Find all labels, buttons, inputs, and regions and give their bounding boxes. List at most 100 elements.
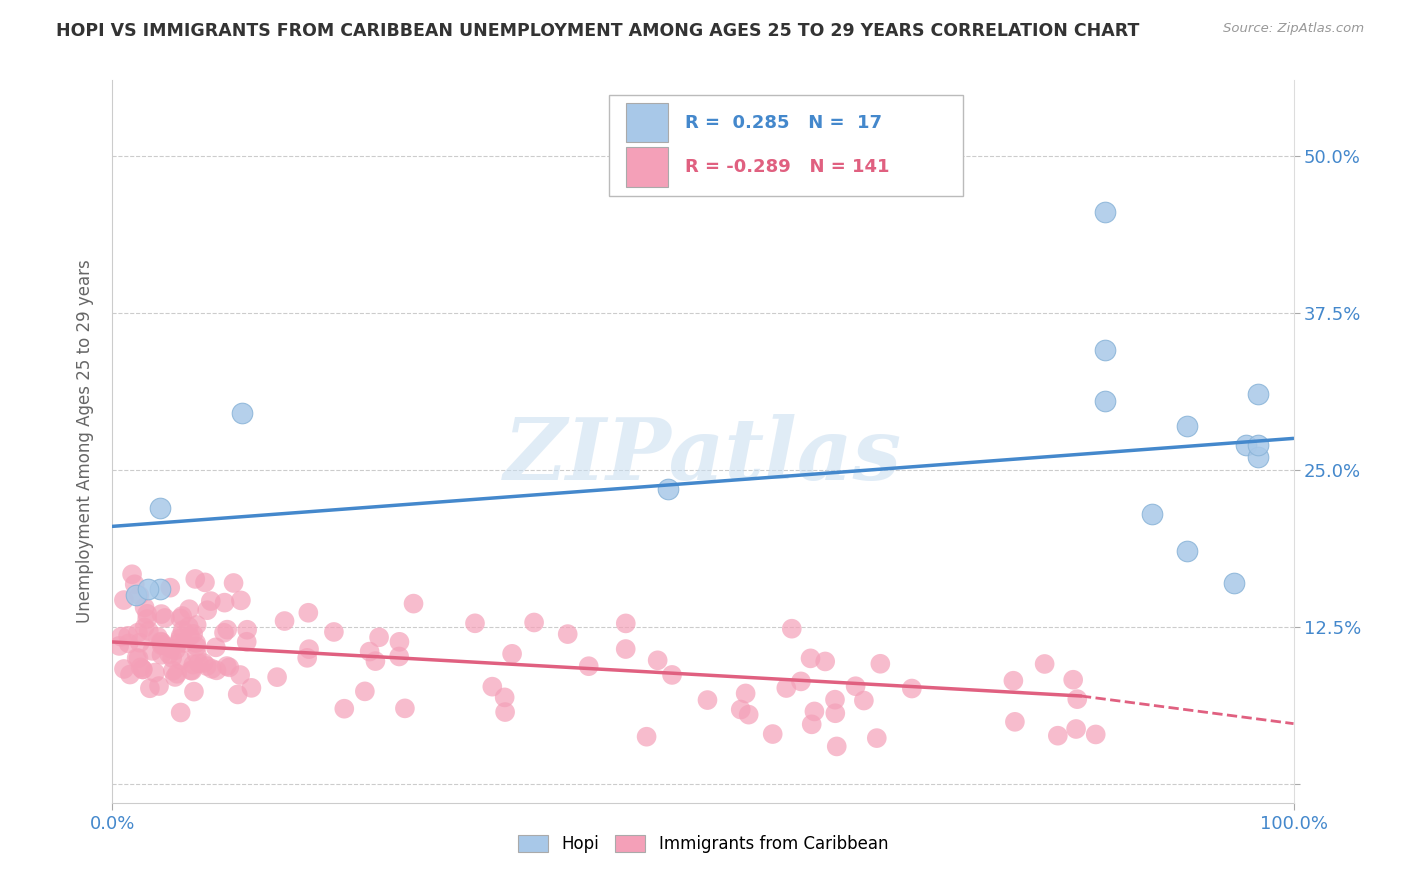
Point bbox=[737, 707, 759, 722]
Point bbox=[1033, 657, 1056, 671]
Point bbox=[152, 638, 174, 652]
Point bbox=[614, 616, 637, 631]
Point bbox=[295, 650, 318, 665]
Point bbox=[186, 648, 208, 662]
Point bbox=[169, 611, 191, 625]
Point bbox=[218, 660, 240, 674]
Point bbox=[124, 577, 146, 591]
Point bbox=[494, 690, 516, 705]
Point bbox=[762, 727, 785, 741]
Point bbox=[136, 582, 159, 597]
Point bbox=[1002, 673, 1025, 688]
Point bbox=[845, 679, 868, 693]
Point bbox=[121, 567, 143, 582]
Point bbox=[159, 641, 181, 656]
Point bbox=[150, 607, 173, 621]
Point bbox=[696, 693, 718, 707]
Point bbox=[195, 659, 218, 673]
Point bbox=[183, 657, 205, 672]
Point bbox=[214, 596, 236, 610]
Point bbox=[1247, 387, 1270, 401]
Point bbox=[159, 581, 181, 595]
Point bbox=[162, 664, 184, 678]
Point bbox=[149, 500, 172, 515]
Y-axis label: Unemployment Among Ages 25 to 29 years: Unemployment Among Ages 25 to 29 years bbox=[76, 260, 94, 624]
Point bbox=[173, 636, 195, 650]
Point bbox=[394, 701, 416, 715]
Point bbox=[869, 657, 891, 671]
Point bbox=[1046, 729, 1069, 743]
Point bbox=[614, 642, 637, 657]
Point bbox=[388, 649, 411, 664]
Point bbox=[193, 656, 215, 670]
Point bbox=[184, 572, 207, 586]
Point bbox=[186, 640, 208, 654]
Point bbox=[780, 622, 803, 636]
Point bbox=[187, 657, 209, 671]
FancyBboxPatch shape bbox=[609, 95, 963, 196]
Point bbox=[139, 681, 162, 696]
Point bbox=[235, 635, 257, 649]
Point bbox=[170, 706, 193, 720]
Point bbox=[523, 615, 546, 630]
Point bbox=[146, 630, 169, 644]
Point bbox=[273, 614, 295, 628]
Point bbox=[205, 663, 228, 677]
Point bbox=[388, 635, 411, 649]
Point bbox=[134, 620, 156, 634]
FancyBboxPatch shape bbox=[626, 147, 668, 187]
Point bbox=[364, 654, 387, 668]
Point bbox=[204, 640, 226, 655]
Point bbox=[125, 651, 148, 665]
Point bbox=[790, 674, 813, 689]
Point bbox=[179, 629, 201, 643]
Point bbox=[149, 582, 172, 597]
Point bbox=[1004, 714, 1026, 729]
Point bbox=[217, 623, 239, 637]
Point bbox=[322, 624, 344, 639]
Point bbox=[201, 662, 224, 676]
Point bbox=[132, 663, 155, 677]
Point bbox=[222, 576, 245, 591]
Point bbox=[1064, 722, 1087, 736]
Point bbox=[636, 730, 658, 744]
Point bbox=[368, 630, 391, 644]
Point bbox=[266, 670, 288, 684]
Point bbox=[231, 406, 253, 420]
Point bbox=[167, 636, 190, 650]
Point bbox=[402, 597, 425, 611]
Point bbox=[195, 603, 218, 617]
Point bbox=[824, 706, 846, 721]
Point bbox=[110, 630, 132, 644]
Point bbox=[1094, 393, 1116, 408]
Point bbox=[117, 629, 139, 643]
Point bbox=[1247, 450, 1270, 465]
Point bbox=[134, 600, 156, 615]
Text: ZIPatlas: ZIPatlas bbox=[503, 414, 903, 498]
Point bbox=[163, 670, 186, 684]
Point bbox=[160, 651, 183, 665]
Point bbox=[481, 680, 503, 694]
Point bbox=[172, 624, 194, 638]
Point bbox=[149, 634, 172, 648]
Point bbox=[359, 644, 381, 658]
Point bbox=[169, 629, 191, 643]
Point bbox=[824, 692, 846, 706]
Point bbox=[1094, 343, 1116, 358]
Point bbox=[181, 664, 204, 678]
Point bbox=[803, 705, 825, 719]
Point bbox=[1084, 727, 1107, 741]
Point bbox=[117, 636, 139, 650]
Point bbox=[647, 653, 669, 667]
Point bbox=[464, 616, 486, 631]
Point bbox=[194, 575, 217, 590]
Point bbox=[901, 681, 924, 696]
Point bbox=[775, 681, 797, 695]
Point bbox=[180, 664, 202, 678]
Point bbox=[153, 611, 176, 625]
Point bbox=[229, 593, 252, 607]
Point bbox=[799, 651, 821, 665]
Point bbox=[661, 668, 683, 682]
Point bbox=[212, 625, 235, 640]
Point bbox=[1175, 544, 1198, 558]
